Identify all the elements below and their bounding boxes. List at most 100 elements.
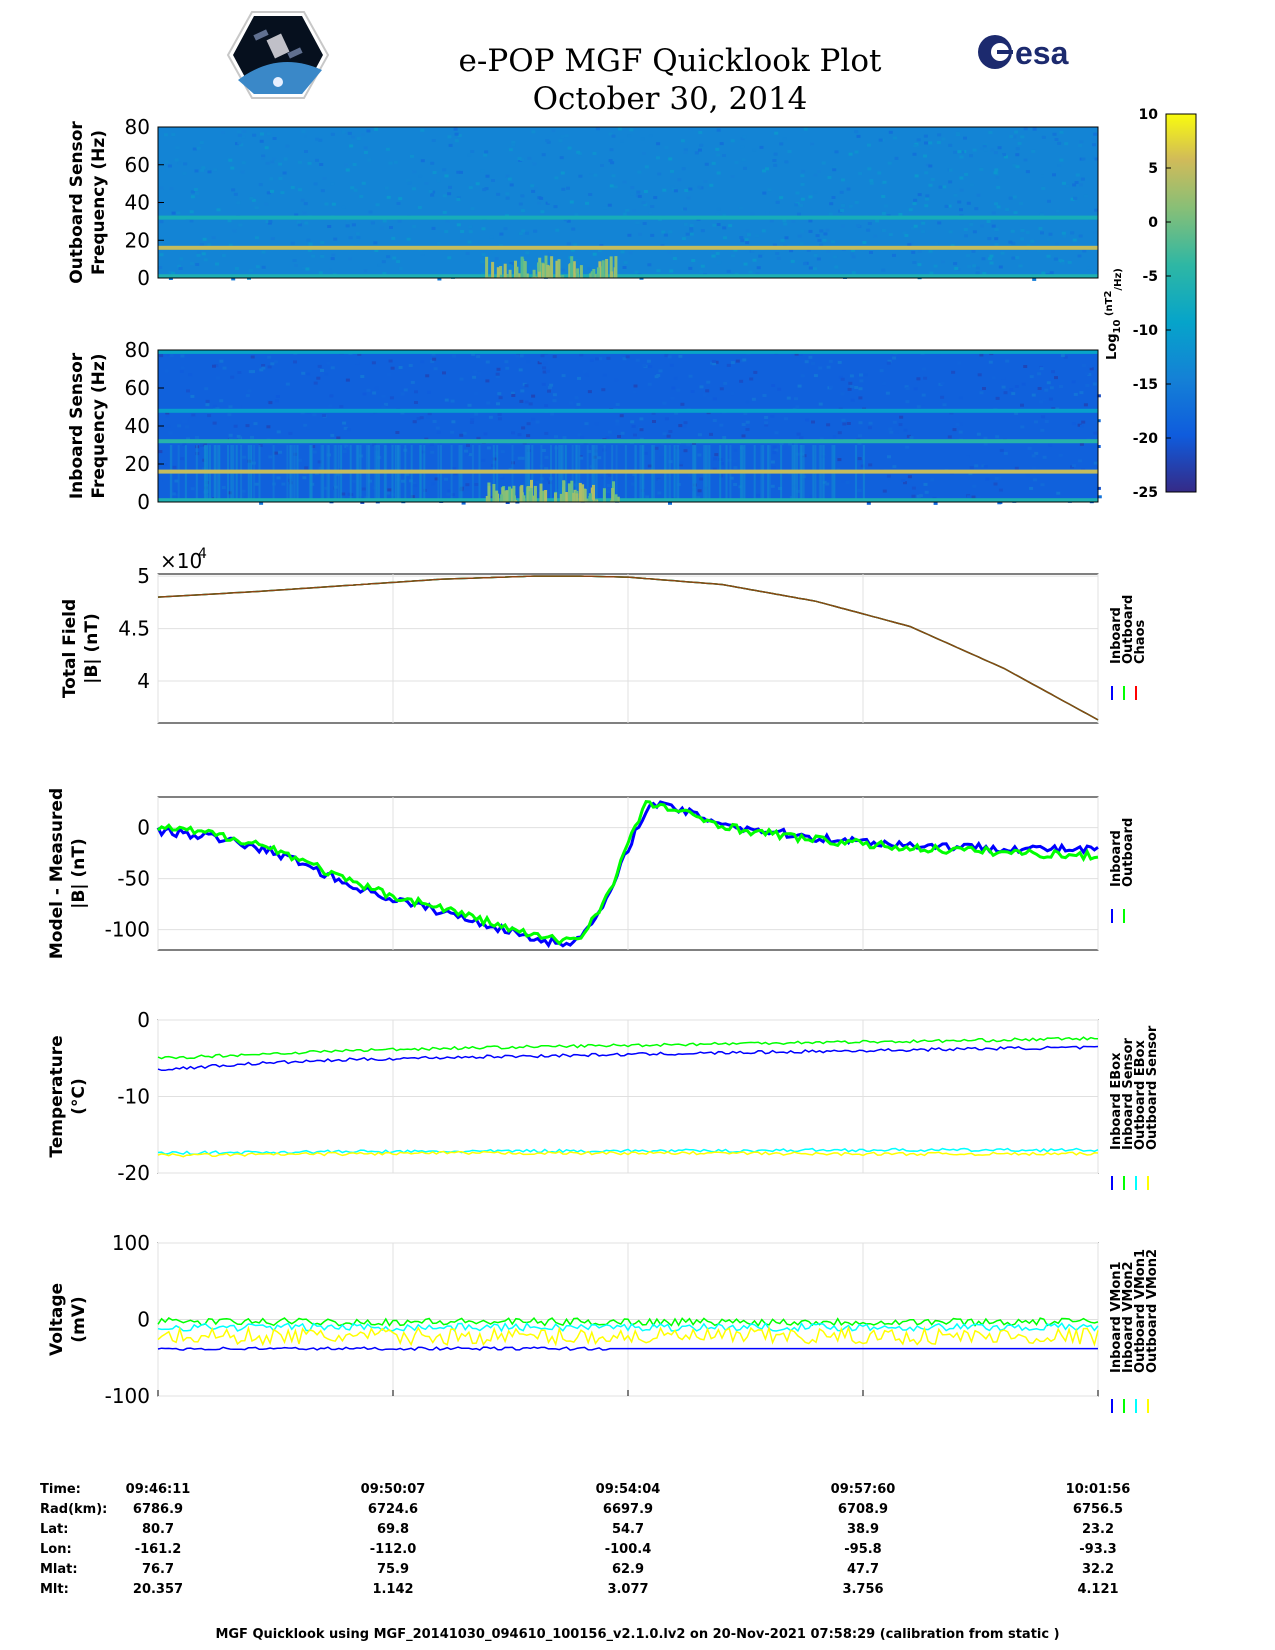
spectrogram-cell — [798, 352, 803, 356]
legend-label: Inboard — [1109, 830, 1124, 887]
spectrogram-cell — [971, 495, 976, 499]
spectrogram-cell — [511, 452, 516, 456]
burst-column — [570, 256, 574, 278]
ylabel: Voltage (mV) — [47, 1283, 89, 1356]
spectrogram-cell — [360, 132, 365, 136]
info-cell: 1.142 — [372, 1582, 414, 1597]
spectrogram-cell — [159, 220, 164, 224]
spectrogram-cell — [412, 225, 417, 228]
spectrogram-cell — [832, 165, 837, 169]
spectrogram-cell — [840, 377, 845, 381]
spectrogram-cell — [784, 417, 788, 421]
legend-text: Inboard — [1109, 607, 1124, 664]
info-row: Rad(km): 6786.9 6724.6 6697.9 6708.9 6756.5 — [0, 1502, 1275, 1522]
spectrogram-cell — [1054, 376, 1058, 380]
spectrogram-cell — [274, 399, 279, 403]
spectrogram-cell — [228, 433, 233, 437]
spectrogram-cell — [382, 219, 387, 223]
burst-column — [559, 493, 563, 502]
spectrogram-cell — [739, 236, 744, 239]
spectrogram-cell — [311, 445, 316, 448]
spectrogram-cell — [650, 205, 655, 208]
spectrogram-cell — [709, 432, 713, 436]
colorbar-label-part: 10 — [1112, 320, 1123, 334]
spectrogram-cell — [811, 362, 816, 365]
spectrogram-cell — [1005, 359, 1010, 363]
spectrogram-cell — [216, 376, 220, 380]
spectrogram-cell — [1021, 382, 1026, 386]
spectrogram-cell — [398, 366, 403, 369]
legend-text: Inboard VMon2 — [1121, 1261, 1136, 1373]
spectrogram-cell — [567, 146, 572, 150]
spectrogram-cell — [1051, 407, 1056, 411]
spectrogram-cell — [862, 241, 867, 244]
spectrogram-cell — [826, 423, 831, 427]
spectrogram-cell — [1014, 466, 1019, 470]
spectrogram-cell — [813, 173, 818, 177]
spectrogram-cell — [505, 174, 510, 178]
spectrogram-cell — [1079, 391, 1084, 395]
spectrogram-cell — [678, 463, 683, 467]
spectrogram-cell — [682, 425, 687, 429]
legend-label: Inboard VMon2 — [1121, 1261, 1136, 1373]
spectrogram-cell — [965, 455, 970, 459]
spectrogram-cell — [237, 370, 242, 374]
spectrogram-cell — [254, 482, 259, 486]
spectrogram-cell — [720, 222, 725, 226]
spectrogram-cell — [819, 243, 824, 247]
spectrogram-cell — [975, 271, 980, 275]
orbit-info-table: Time: 09:46:11 09:50:07 09:54:04 09:57:60 10:… — [0, 1482, 1275, 1612]
spectrogram-cell — [237, 141, 242, 145]
spectrogram-cell — [446, 492, 451, 496]
spectrogram-cell — [330, 182, 335, 186]
spectrogram-cell — [803, 127, 808, 131]
spectrogram-cell — [196, 146, 201, 150]
spectrogram-cell — [994, 477, 999, 480]
spectrogram-cell — [917, 263, 922, 267]
series-chaos — [157, 575, 1099, 721]
spectrogram-cell — [470, 150, 475, 153]
spectrogram-cell — [330, 366, 335, 370]
ytick-label: -100 — [105, 918, 150, 942]
spectrogram-cell — [715, 212, 720, 216]
spectrogram-cell — [161, 169, 166, 172]
burst-column — [508, 486, 511, 502]
spectrogram-cell — [427, 390, 431, 394]
spectrogram-cell — [1061, 231, 1066, 235]
spectrogram-cell — [410, 495, 415, 499]
spectrogram-cell — [459, 433, 464, 437]
ylabel-line-2: Frequency (Hz) — [89, 130, 109, 275]
spectrogram-cell — [258, 444, 263, 447]
spectrogram-cell — [456, 198, 461, 201]
spectrogram-cell — [689, 232, 694, 236]
spectrogram-cell — [420, 360, 425, 364]
spectrogram-cell — [465, 251, 470, 255]
spectrogram-cell — [949, 411, 954, 415]
spectrogram-cell — [846, 187, 851, 191]
spectrogram-cell — [361, 181, 366, 185]
spectrogram-cell — [746, 233, 751, 237]
spectrogram-cell — [641, 201, 646, 205]
spectrogram-cell — [711, 161, 716, 165]
spectrogram-cell — [686, 443, 691, 447]
spectrogram-cell — [507, 177, 512, 181]
burst-column — [519, 486, 523, 502]
spectrogram-cell — [629, 128, 634, 132]
legend-text: Outboard — [1121, 595, 1136, 664]
spectrogram-cell — [330, 132, 335, 136]
info-cell: 6708.9 — [837, 1502, 889, 1517]
spectrogram-cell — [1089, 367, 1094, 371]
spectrogram-cell — [199, 141, 204, 145]
spectrogram-cell — [266, 191, 271, 195]
spectrogram-cell — [745, 241, 750, 245]
spectrogram-cell — [995, 176, 1000, 180]
spectrogram-cell — [799, 204, 804, 207]
spectrogram-cell — [970, 183, 975, 187]
spectrogram-cell — [533, 229, 538, 233]
spectrogram-cell — [869, 251, 873, 254]
spectrogram-cell — [774, 431, 779, 435]
spectrogram-cell — [714, 360, 719, 364]
ytick-label: 60 — [125, 153, 150, 177]
spectrogram-cell — [414, 390, 418, 394]
spectrogram-cell — [180, 354, 185, 358]
